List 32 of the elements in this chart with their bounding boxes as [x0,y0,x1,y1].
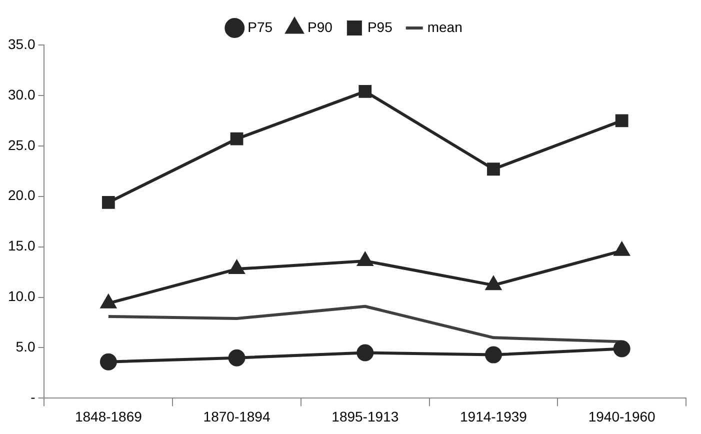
y-tick-label: - [30,389,36,406]
point [615,114,628,128]
x-tick-label: 1870-1894 [203,408,270,424]
point [484,346,502,364]
legend-label: P75 [248,18,273,35]
point [487,162,500,176]
legend-label: P90 [308,18,333,35]
y-tick-label: 25.0 [8,136,36,153]
x-tick-label: 1895-1913 [332,408,399,424]
point [358,252,373,266]
point [102,196,115,209]
point [486,276,502,290]
y-tick-label: 5.0 [16,338,36,355]
legend-label: P95 [367,18,393,35]
y-tick-label: 35.0 [8,36,36,52]
y-tick-label: 30.0 [8,86,36,102]
point [358,84,372,98]
x-tick-label: 1940-1960 [588,408,656,424]
y-tick-label: 10.0 [8,288,36,304]
point [100,353,117,370]
point [100,294,116,308]
x-tick-label: 1848-1869 [74,408,142,424]
point [230,132,244,146]
point [229,260,244,274]
point [228,349,246,366]
y-tick-label: 20.0 [8,187,36,204]
point [614,242,630,256]
y-tick-label: 15.0 [8,238,36,254]
point [356,344,374,362]
point [613,340,630,358]
x-tick-label: 1914-1939 [460,408,528,424]
legend-label: mean [427,18,462,35]
